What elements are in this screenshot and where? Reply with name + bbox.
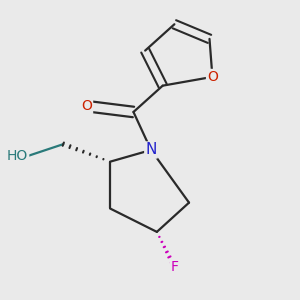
Text: N: N xyxy=(145,142,157,158)
Text: HO: HO xyxy=(7,149,28,163)
Text: F: F xyxy=(170,260,178,274)
Text: O: O xyxy=(81,99,92,113)
Text: O: O xyxy=(207,70,218,84)
